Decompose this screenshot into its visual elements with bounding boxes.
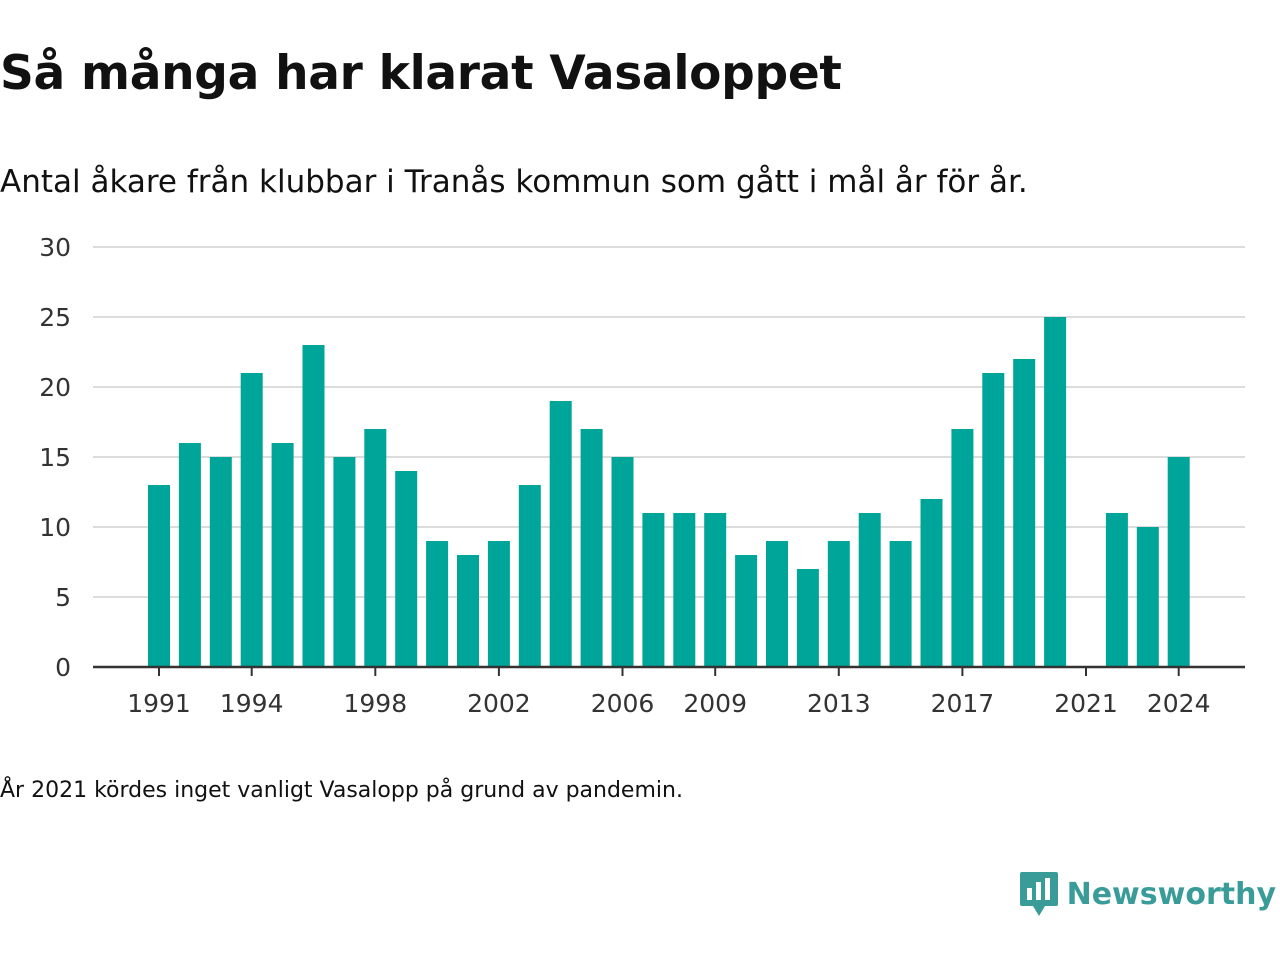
x-tick-label: 1998 xyxy=(343,689,407,718)
bar-2005 xyxy=(580,429,603,667)
bar-1995 xyxy=(271,443,294,667)
bar-2023 xyxy=(1136,527,1159,667)
bar-2001 xyxy=(457,555,479,667)
bar-2012 xyxy=(796,569,819,667)
bar-1992 xyxy=(178,443,201,667)
brand-name: Newsworthy xyxy=(1066,876,1276,912)
bar-chart: 0 5 10 15 20 25 30 1991 1994 1998 2002 2006 2009 2013… xyxy=(39,233,1245,718)
x-tick-label: 2024 xyxy=(1147,689,1211,718)
bar-1993 xyxy=(209,457,232,667)
bar-1999 xyxy=(395,471,418,667)
y-tick-label: 10 xyxy=(39,513,71,542)
x-tick-label: 2013 xyxy=(807,689,871,718)
bar-2016 xyxy=(920,499,943,667)
chart-subtitle: Antal åkare från klubbar i Tranås kommun… xyxy=(0,164,1028,200)
bar-2013 xyxy=(827,541,850,667)
bar-1991 xyxy=(148,485,170,667)
bar-1994 xyxy=(240,373,263,667)
x-tick-label: 2006 xyxy=(591,689,655,718)
y-tick-label: 25 xyxy=(39,303,71,332)
x-tick-label: 1994 xyxy=(220,689,284,718)
bar-2003 xyxy=(518,485,541,667)
chart-title: Så många har klarat Vasaloppet xyxy=(0,46,842,101)
bar-1996 xyxy=(302,345,325,667)
bar-2010 xyxy=(735,555,758,667)
y-tick-label: 0 xyxy=(55,653,71,682)
bar-2014 xyxy=(858,513,881,667)
bar-1998 xyxy=(364,429,387,667)
bar-2018 xyxy=(982,373,1005,667)
x-tick-label: 1991 xyxy=(127,689,191,718)
bar-2019 xyxy=(1013,359,1036,667)
footnote: År 2021 kördes inget vanligt Vasalopp på… xyxy=(0,778,683,803)
bar-2002 xyxy=(487,541,510,667)
bar-2022 xyxy=(1105,513,1128,667)
x-tick-label: 2017 xyxy=(931,689,995,718)
y-tick-label: 20 xyxy=(39,373,71,402)
bar-2004 xyxy=(549,401,572,667)
y-tick-label: 30 xyxy=(39,233,71,262)
bar-2011 xyxy=(766,541,788,667)
bar-2008 xyxy=(673,513,696,667)
bar-2009 xyxy=(704,513,727,667)
x-tick-label: 2002 xyxy=(467,689,531,718)
y-tick-label: 5 xyxy=(55,583,71,612)
x-tick-label: 2021 xyxy=(1054,689,1118,718)
bar-2017 xyxy=(951,429,974,667)
bar-2020 xyxy=(1044,317,1067,667)
bar-2024 xyxy=(1167,457,1190,667)
newsworthy-logo-icon xyxy=(1019,872,1058,916)
bar-2015 xyxy=(889,541,912,667)
bar-2006 xyxy=(611,457,634,667)
bar-1997 xyxy=(333,457,356,667)
bar-2007 xyxy=(642,513,665,667)
bar-2000 xyxy=(426,541,449,667)
y-tick-label: 15 xyxy=(39,443,71,472)
newsworthy-logo[interactable]: Newsworthy xyxy=(1019,870,1276,918)
x-tick-label: 2009 xyxy=(683,689,747,718)
